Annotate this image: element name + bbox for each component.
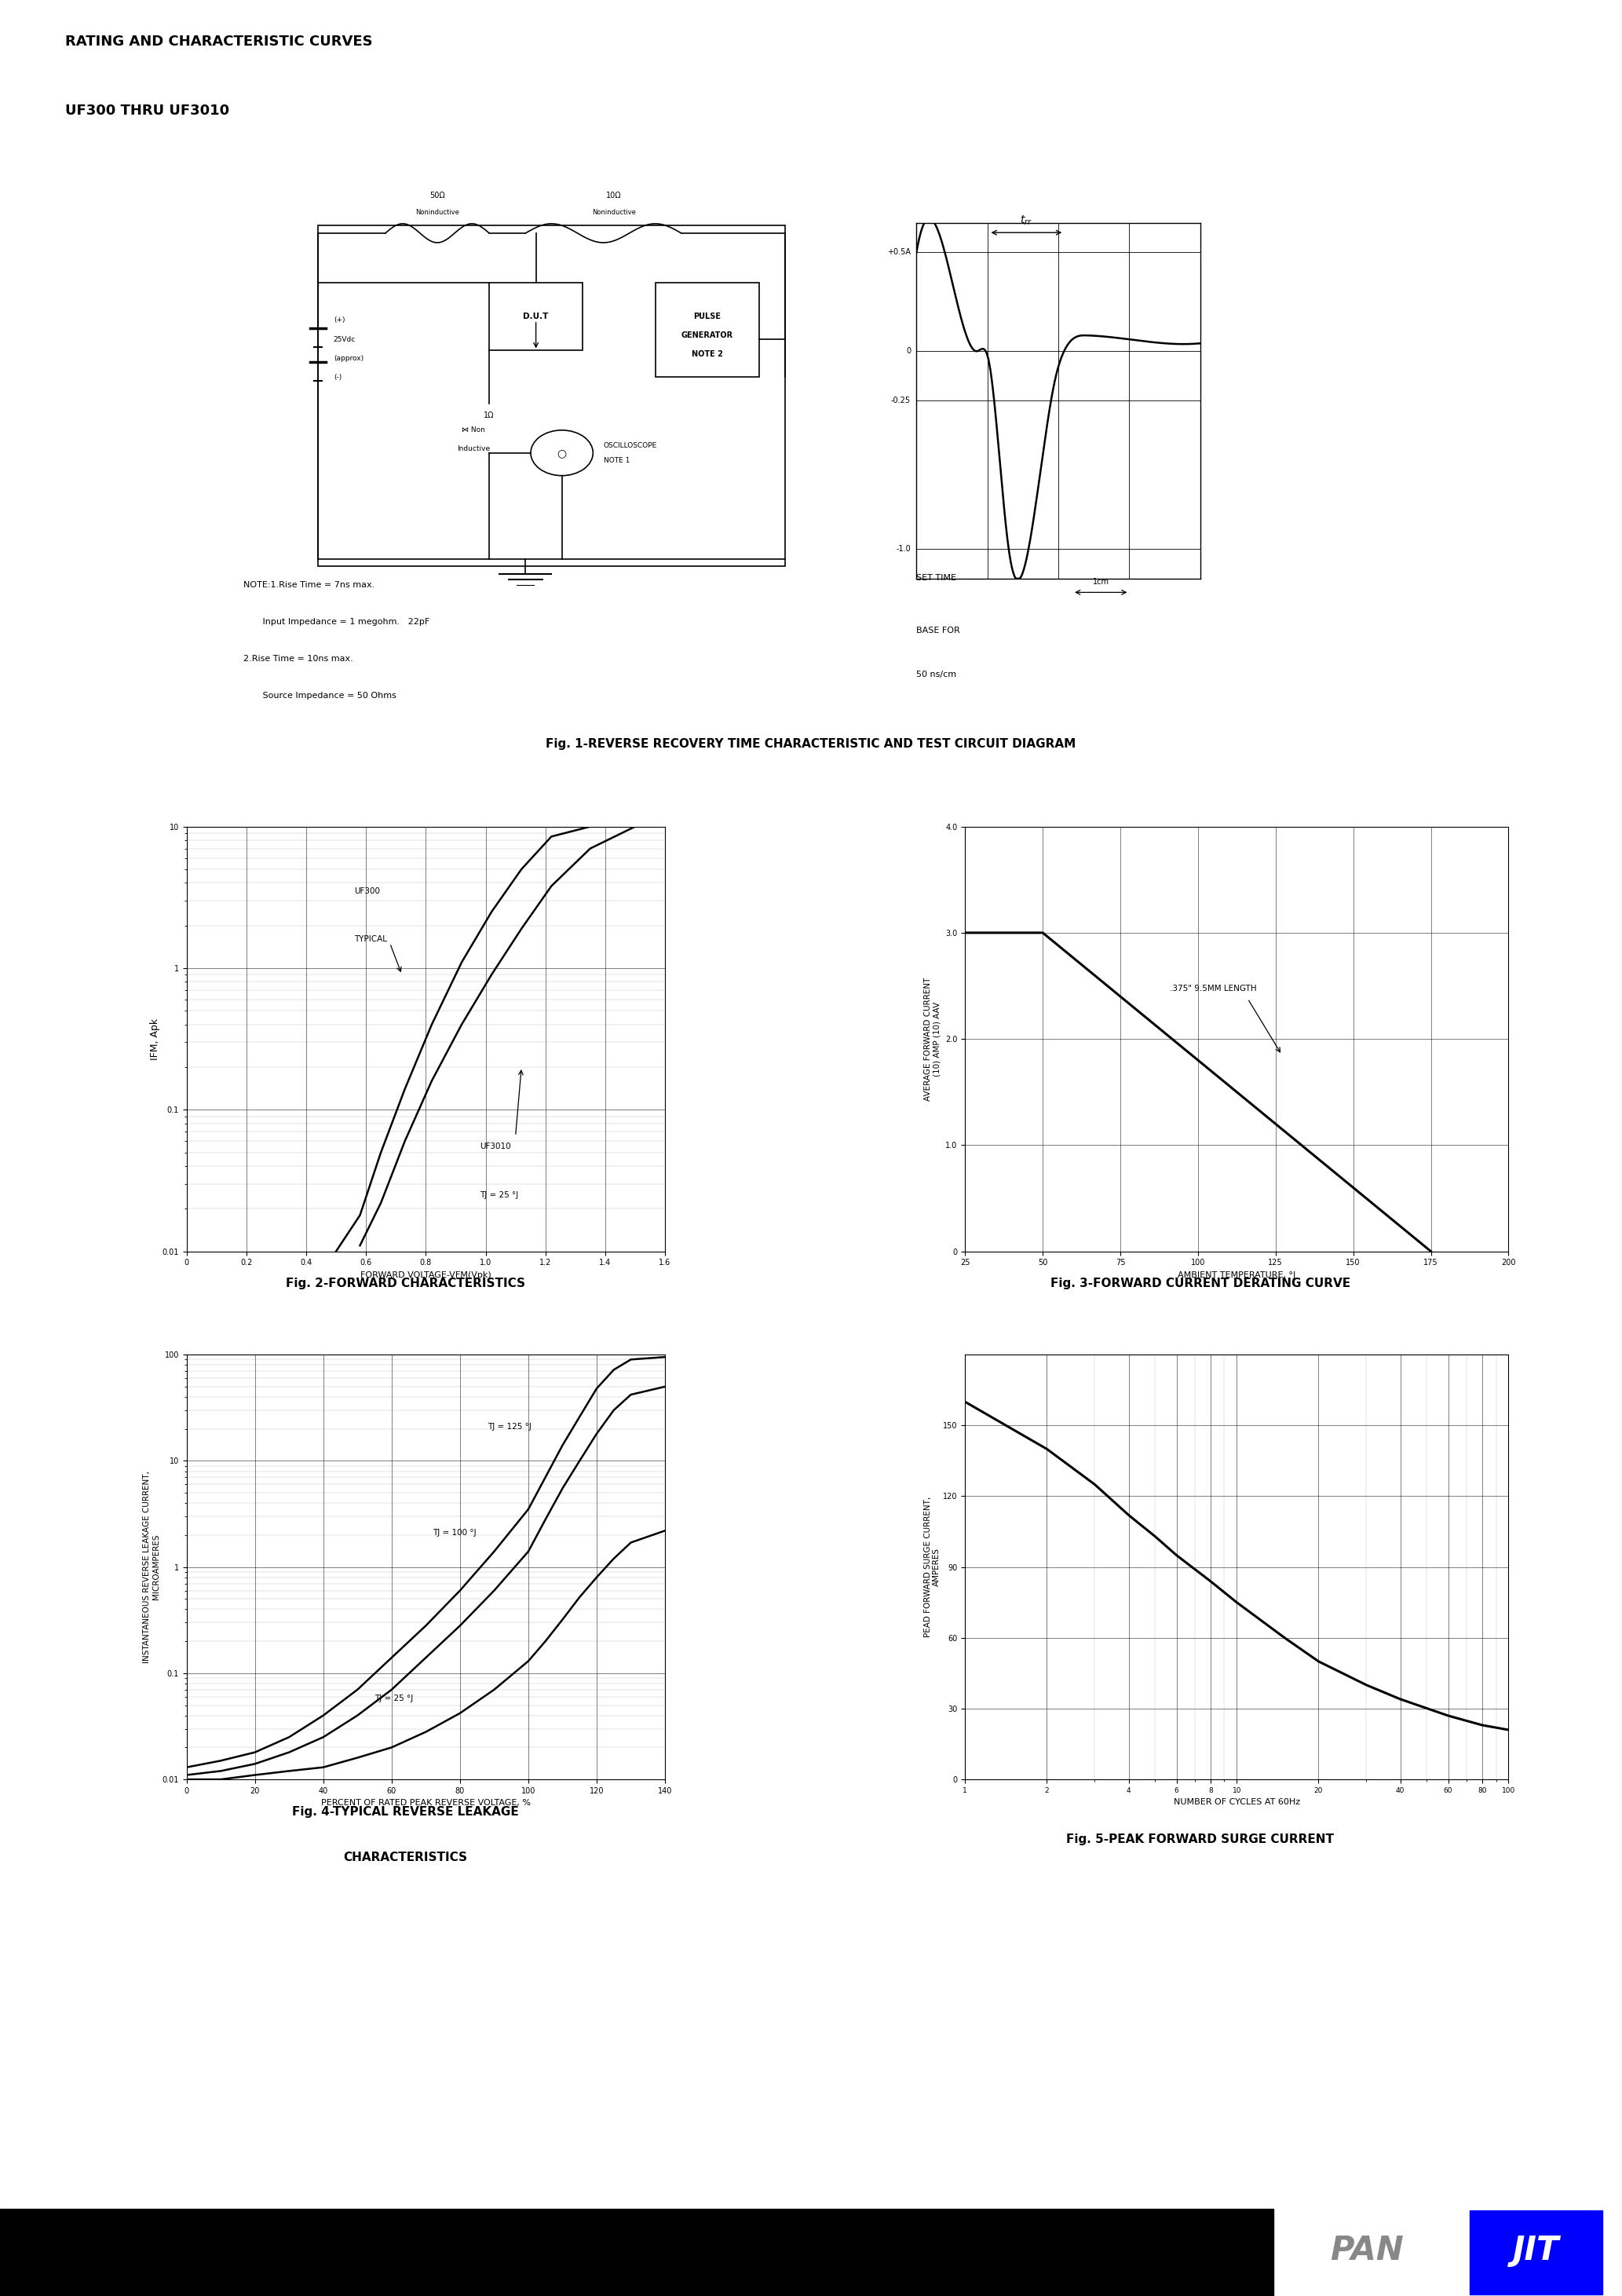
Bar [655,282,759,377]
Text: (approx): (approx) [334,354,363,363]
Text: SET TIME: SET TIME [916,574,957,581]
Text: 50Ω: 50Ω [430,191,444,200]
Y-axis label: AVERAGE FORWARD CURRENT
(10) AMP (10) AAV: AVERAGE FORWARD CURRENT (10) AMP (10) AA… [925,978,941,1100]
Text: PAN: PAN [1330,2234,1403,2266]
Bar [490,282,582,351]
Text: UF300: UF300 [354,886,380,895]
Text: Fig. 5-PEAK FORWARD SURGE CURRENT: Fig. 5-PEAK FORWARD SURGE CURRENT [1066,1832,1335,1846]
Text: 10Ω: 10Ω [607,191,621,200]
Text: TJ = 25 °J: TJ = 25 °J [480,1192,519,1199]
Text: 0: 0 [907,347,912,356]
Text: -1.0: -1.0 [895,544,912,553]
Text: Noninductive: Noninductive [415,209,459,216]
Text: Inductive: Inductive [457,445,490,452]
Text: NOTE:1.Rise Time = 7ns max.: NOTE:1.Rise Time = 7ns max. [243,581,375,588]
Text: OSCILLOSCOPE: OSCILLOSCOPE [603,441,657,448]
Text: RATING AND CHARACTERISTIC CURVES: RATING AND CHARACTERISTIC CURVES [65,34,373,48]
X-axis label: AMBIENT TEMPERATURE, °J: AMBIENT TEMPERATURE, °J [1178,1272,1296,1279]
Y-axis label: PEAD FORWARD SURGE CURRENT,
AMPERES: PEAD FORWARD SURGE CURRENT, AMPERES [925,1497,941,1637]
Text: Noninductive: Noninductive [592,209,636,216]
Text: TJ = 25 °J: TJ = 25 °J [375,1694,414,1701]
Text: 25Vdc: 25Vdc [334,335,355,342]
Text: Fig. 2-FORWARD CHARACTERISTICS: Fig. 2-FORWARD CHARACTERISTICS [285,1277,526,1290]
X-axis label: FORWARD VOLTAGE-VFM(Vpk): FORWARD VOLTAGE-VFM(Vpk) [360,1272,491,1279]
Text: TJ = 125 °J: TJ = 125 °J [487,1424,530,1430]
Text: UF300 THRU UF3010: UF300 THRU UF3010 [65,103,229,117]
Text: D.U.T: D.U.T [524,312,548,321]
Text: TYPICAL: TYPICAL [354,934,388,944]
Text: +0.5A: +0.5A [887,248,912,257]
Text: $t_{rr}$: $t_{rr}$ [1020,214,1033,227]
Text: (+): (+) [334,317,345,324]
Text: NOTE 1: NOTE 1 [603,457,629,464]
Text: ⋈ Non: ⋈ Non [462,427,485,434]
Text: Fig. 1-REVERSE RECOVERY TIME CHARACTERISTIC AND TEST CIRCUIT DIAGRAM: Fig. 1-REVERSE RECOVERY TIME CHARACTERIS… [547,737,1075,751]
Text: Source Impedance = 50 Ohms: Source Impedance = 50 Ohms [243,691,396,700]
Text: Fig. 3-FORWARD CURRENT DERATING CURVE: Fig. 3-FORWARD CURRENT DERATING CURVE [1051,1277,1350,1290]
Bar [0,2209,1273,2296]
Text: BASE FOR: BASE FOR [916,627,960,634]
Text: GENERATOR: GENERATOR [681,331,733,340]
Text: CHARACTERISTICS: CHARACTERISTICS [344,1851,467,1864]
Text: -0.25: -0.25 [890,397,912,404]
X-axis label: NUMBER OF CYCLES AT 60Hz: NUMBER OF CYCLES AT 60Hz [1174,1798,1299,1807]
Text: ○: ○ [556,448,566,459]
Text: JIT: JIT [1513,2234,1559,2266]
Text: UF3010: UF3010 [480,1143,511,1150]
Text: PULSE: PULSE [694,312,720,321]
Bar [1470,2211,1603,2294]
Y-axis label: INSTANTANEOUS REVERSE LEAKAGE CURRENT,
MICROAMPERES: INSTANTANEOUS REVERSE LEAKAGE CURRENT, M… [143,1472,161,1662]
Text: 1Ω: 1Ω [483,411,495,420]
Text: TJ = 100 °J: TJ = 100 °J [433,1529,477,1536]
Text: Input Impedance = 1 megohm.   22pF: Input Impedance = 1 megohm. 22pF [243,618,430,627]
X-axis label: PERCENT OF RATED PEAK REVERSE VOLTAGE, %: PERCENT OF RATED PEAK REVERSE VOLTAGE, % [321,1800,530,1807]
Text: Fig. 4-TYPICAL REVERSE LEAKAGE: Fig. 4-TYPICAL REVERSE LEAKAGE [292,1805,519,1818]
Y-axis label: IFM, Apk: IFM, Apk [149,1017,161,1061]
Text: NOTE 2: NOTE 2 [691,351,723,358]
Text: .375" 9.5MM LENGTH: .375" 9.5MM LENGTH [1169,985,1257,992]
Text: 50 ns/cm: 50 ns/cm [916,670,957,677]
Text: (-): (-) [334,374,342,381]
Text: 1cm: 1cm [1093,579,1109,585]
Text: 2.Rise Time = 10ns max.: 2.Rise Time = 10ns max. [243,654,354,664]
